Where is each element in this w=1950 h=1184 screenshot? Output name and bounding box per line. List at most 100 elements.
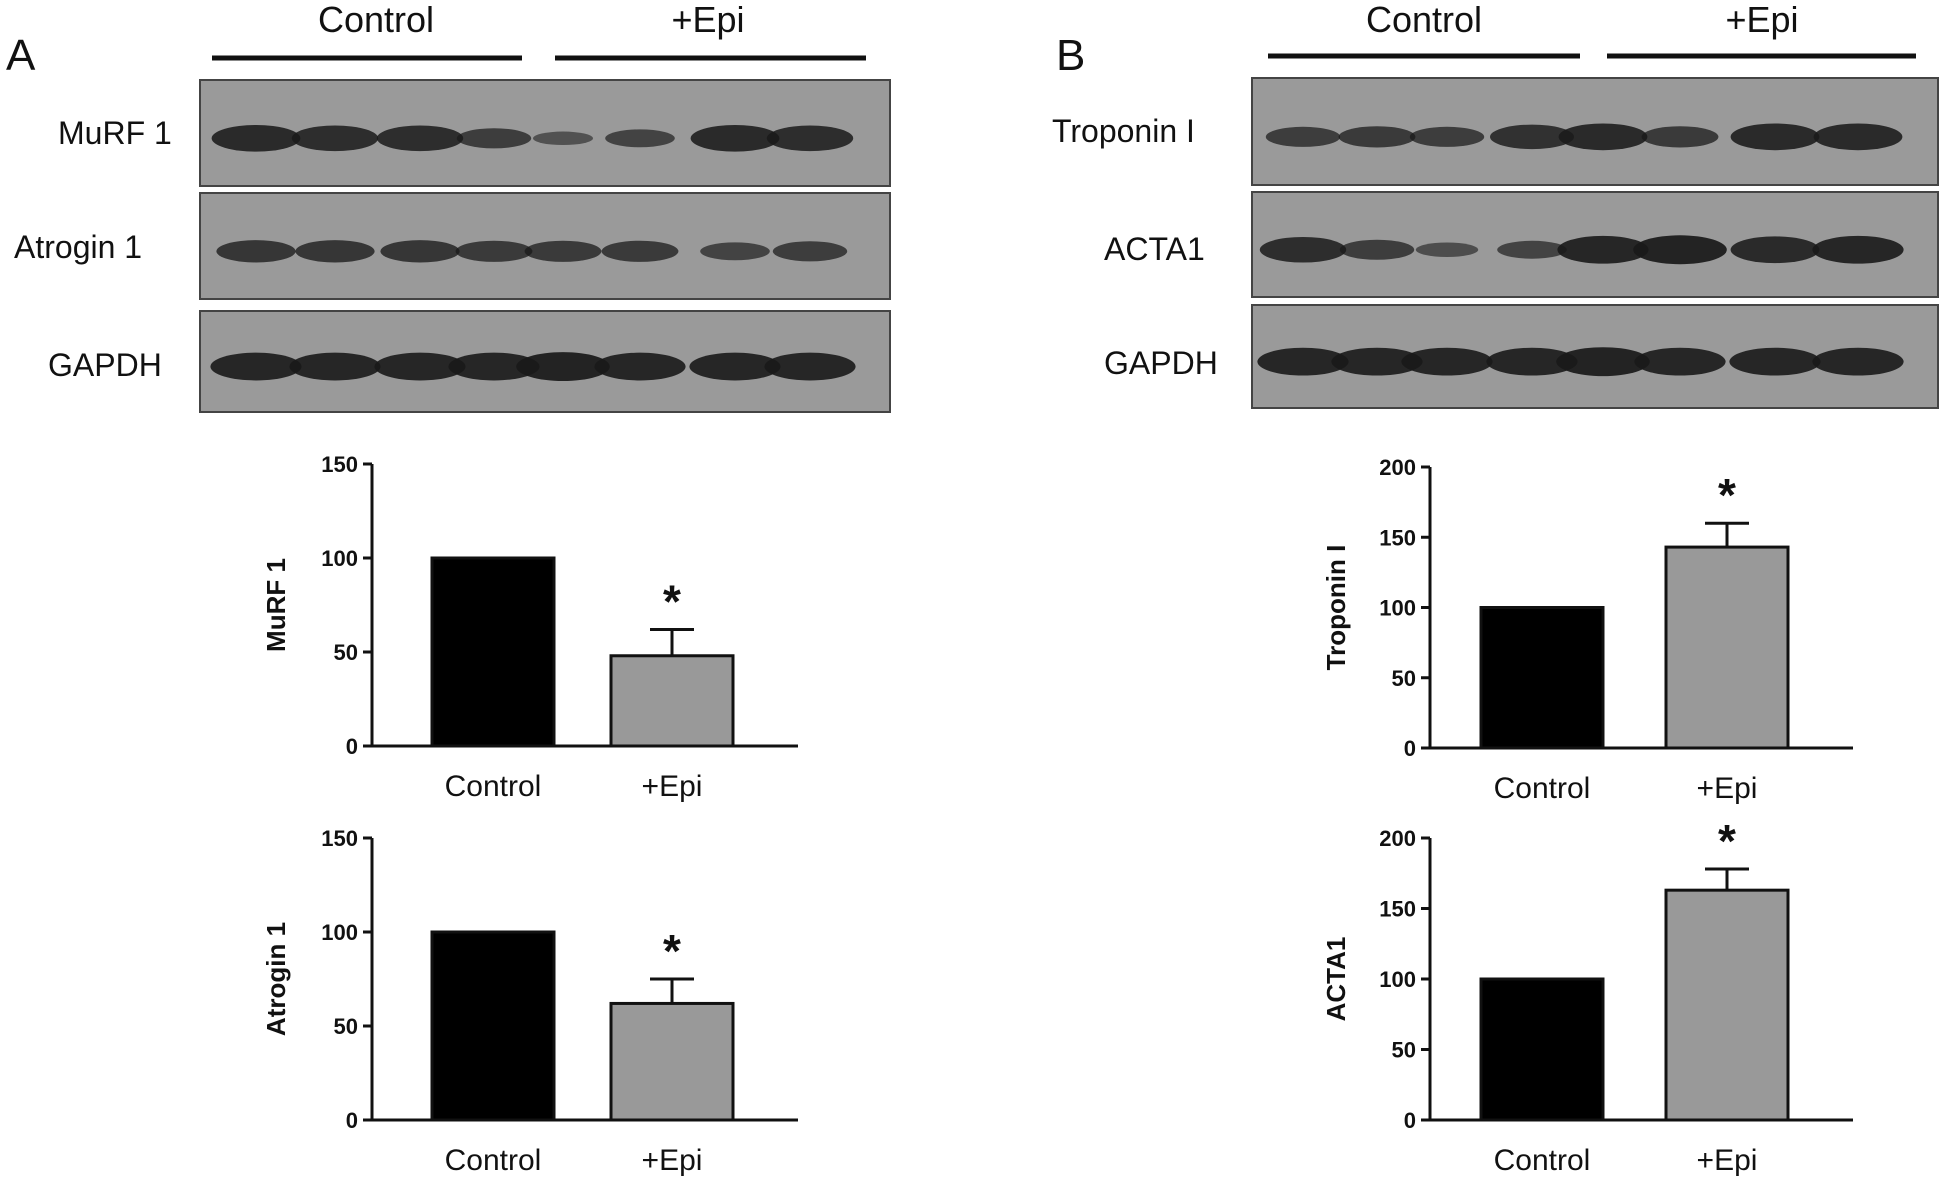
blot-band — [594, 352, 686, 381]
panel-b-group-control: Control — [1366, 0, 1482, 40]
blot-band — [1641, 126, 1719, 148]
blot-band — [211, 124, 301, 152]
y-tick-label: 150 — [321, 826, 358, 851]
blot-band — [516, 352, 610, 381]
y-tick-label: 0 — [1404, 736, 1416, 761]
y-tick-label: 50 — [1392, 1038, 1416, 1063]
blot-band — [1497, 240, 1567, 259]
blot-band — [524, 240, 602, 262]
y-tick-label: 50 — [1392, 666, 1416, 691]
panel-letter-a: A — [6, 31, 36, 80]
significance-marker: * — [1718, 815, 1736, 867]
blot-band — [289, 352, 381, 381]
blot-band — [376, 125, 464, 152]
blot-band — [291, 125, 379, 152]
x-category-label: Control — [445, 770, 542, 803]
blot-band — [1729, 347, 1821, 376]
x-category-label: +Epi — [1697, 1144, 1758, 1177]
blot-band — [601, 240, 679, 262]
blot-band — [533, 131, 593, 146]
blot-band — [448, 352, 540, 381]
blot-band — [374, 352, 466, 381]
y-tick-label: 100 — [321, 546, 358, 571]
y-tick-label: 50 — [334, 640, 358, 665]
blot-label-gapdh-a: GAPDH — [48, 347, 162, 383]
x-category-label: +Epi — [642, 770, 703, 803]
x-category-label: Control — [1494, 772, 1591, 805]
y-tick-label: 0 — [346, 734, 358, 759]
y-tick-label: 100 — [1379, 967, 1416, 992]
blot-band — [1633, 235, 1727, 265]
significance-marker: * — [663, 925, 681, 977]
panel-b-group-epi: +Epi — [1725, 0, 1798, 40]
blot-band — [1490, 124, 1574, 150]
blot-label-troponin: Troponin I — [1052, 113, 1195, 149]
blot-band — [210, 352, 302, 381]
blot-band — [1812, 347, 1904, 376]
significance-marker: * — [663, 575, 681, 627]
blot-band — [1486, 347, 1578, 376]
blot-band — [295, 240, 375, 263]
y-tick-label: 100 — [321, 920, 358, 945]
panel-a-group-control: Control — [318, 0, 434, 40]
blot-band — [1634, 347, 1726, 376]
blot-band — [455, 240, 533, 262]
blot-band — [766, 125, 854, 152]
blot-band — [456, 128, 532, 149]
y-axis-title: ACTA1 — [1321, 937, 1351, 1022]
blot-band — [1339, 239, 1415, 260]
bar-control — [1479, 977, 1605, 1122]
y-axis-title: Atrogin 1 — [261, 922, 291, 1036]
bar-epi — [1664, 545, 1790, 750]
y-tick-label: 0 — [346, 1108, 358, 1133]
blot-band — [1259, 236, 1347, 263]
blot-band — [1813, 123, 1903, 151]
blot-band — [1338, 126, 1416, 148]
bar-chart-acta1: 0 50 100 150 200 ACTA1 Control * +Epi — [1321, 815, 1853, 1177]
blot-label-gapdh-b: GAPDH — [1104, 345, 1218, 381]
blot-band — [772, 241, 848, 262]
blot-band — [690, 124, 780, 152]
blot-band — [764, 352, 856, 381]
bar-chart-atrogin-1: 0 50 100 150 Atrogin 1 Control * +Epi — [261, 826, 798, 1177]
y-tick-label: 150 — [1379, 897, 1416, 922]
bar-epi — [609, 654, 735, 748]
bar-control — [1479, 606, 1605, 750]
x-category-label: +Epi — [642, 1144, 703, 1177]
y-tick-label: 200 — [1379, 826, 1416, 851]
y-axis-title: Troponin I — [1321, 545, 1351, 671]
y-axis-title: MuRF 1 — [261, 558, 291, 652]
y-tick-label: 150 — [321, 452, 358, 477]
blot-band — [1409, 126, 1485, 147]
blot-band — [1812, 235, 1904, 264]
blot-band — [1557, 235, 1649, 264]
significance-marker: * — [1718, 469, 1736, 521]
blot-label-murf1: MuRF 1 — [58, 115, 172, 151]
western-blots — [199, 77, 1939, 413]
y-tick-label: 200 — [1379, 455, 1416, 480]
blot-band — [1730, 236, 1820, 264]
blot-band — [689, 352, 781, 381]
bar-chart-murf-1: 0 50 100 150 MuRF 1 Control * +Epi — [261, 452, 798, 803]
y-tick-label: 150 — [1379, 525, 1416, 550]
panel-letter-b: B — [1056, 31, 1085, 80]
blot-band — [605, 129, 675, 148]
blot-band — [1331, 347, 1423, 376]
bar-control — [430, 556, 556, 748]
panel-a-group-epi: +Epi — [671, 0, 744, 40]
bar-chart-troponin-i: 0 50 100 150 200 Troponin I Control * +Epi — [1321, 455, 1853, 805]
blot-band — [1265, 126, 1341, 147]
blot-label-atrogin1: Atrogin 1 — [14, 229, 142, 265]
bar-epi — [1664, 888, 1790, 1122]
bar-epi — [609, 1001, 735, 1122]
y-tick-label: 50 — [334, 1014, 358, 1039]
blot-band — [1556, 347, 1650, 377]
blot-band — [1558, 123, 1648, 151]
x-category-label: Control — [445, 1144, 542, 1177]
x-category-label: Control — [1494, 1144, 1591, 1177]
blot-band — [1415, 242, 1479, 258]
blot-band — [1401, 347, 1493, 376]
blot-band — [700, 242, 770, 261]
bar-charts: 0 50 100 150 MuRF 1 Control * +Epi 0 50 100 150 Atro… — [261, 452, 1853, 1177]
